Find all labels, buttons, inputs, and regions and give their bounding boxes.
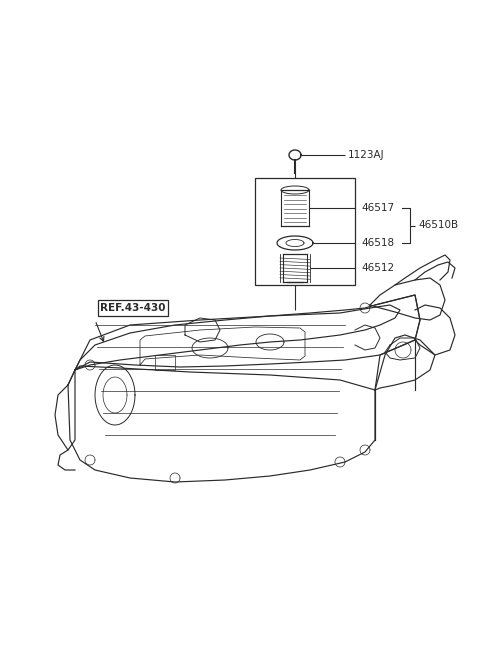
Text: 1123AJ: 1123AJ [348,150,384,160]
Text: REF.43-430: REF.43-430 [100,303,166,313]
Text: 46518: 46518 [361,238,394,248]
Bar [255,178,355,285]
Text: 46517: 46517 [361,203,394,213]
Text: 46512: 46512 [361,263,394,273]
Text: 46510B: 46510B [418,221,458,231]
